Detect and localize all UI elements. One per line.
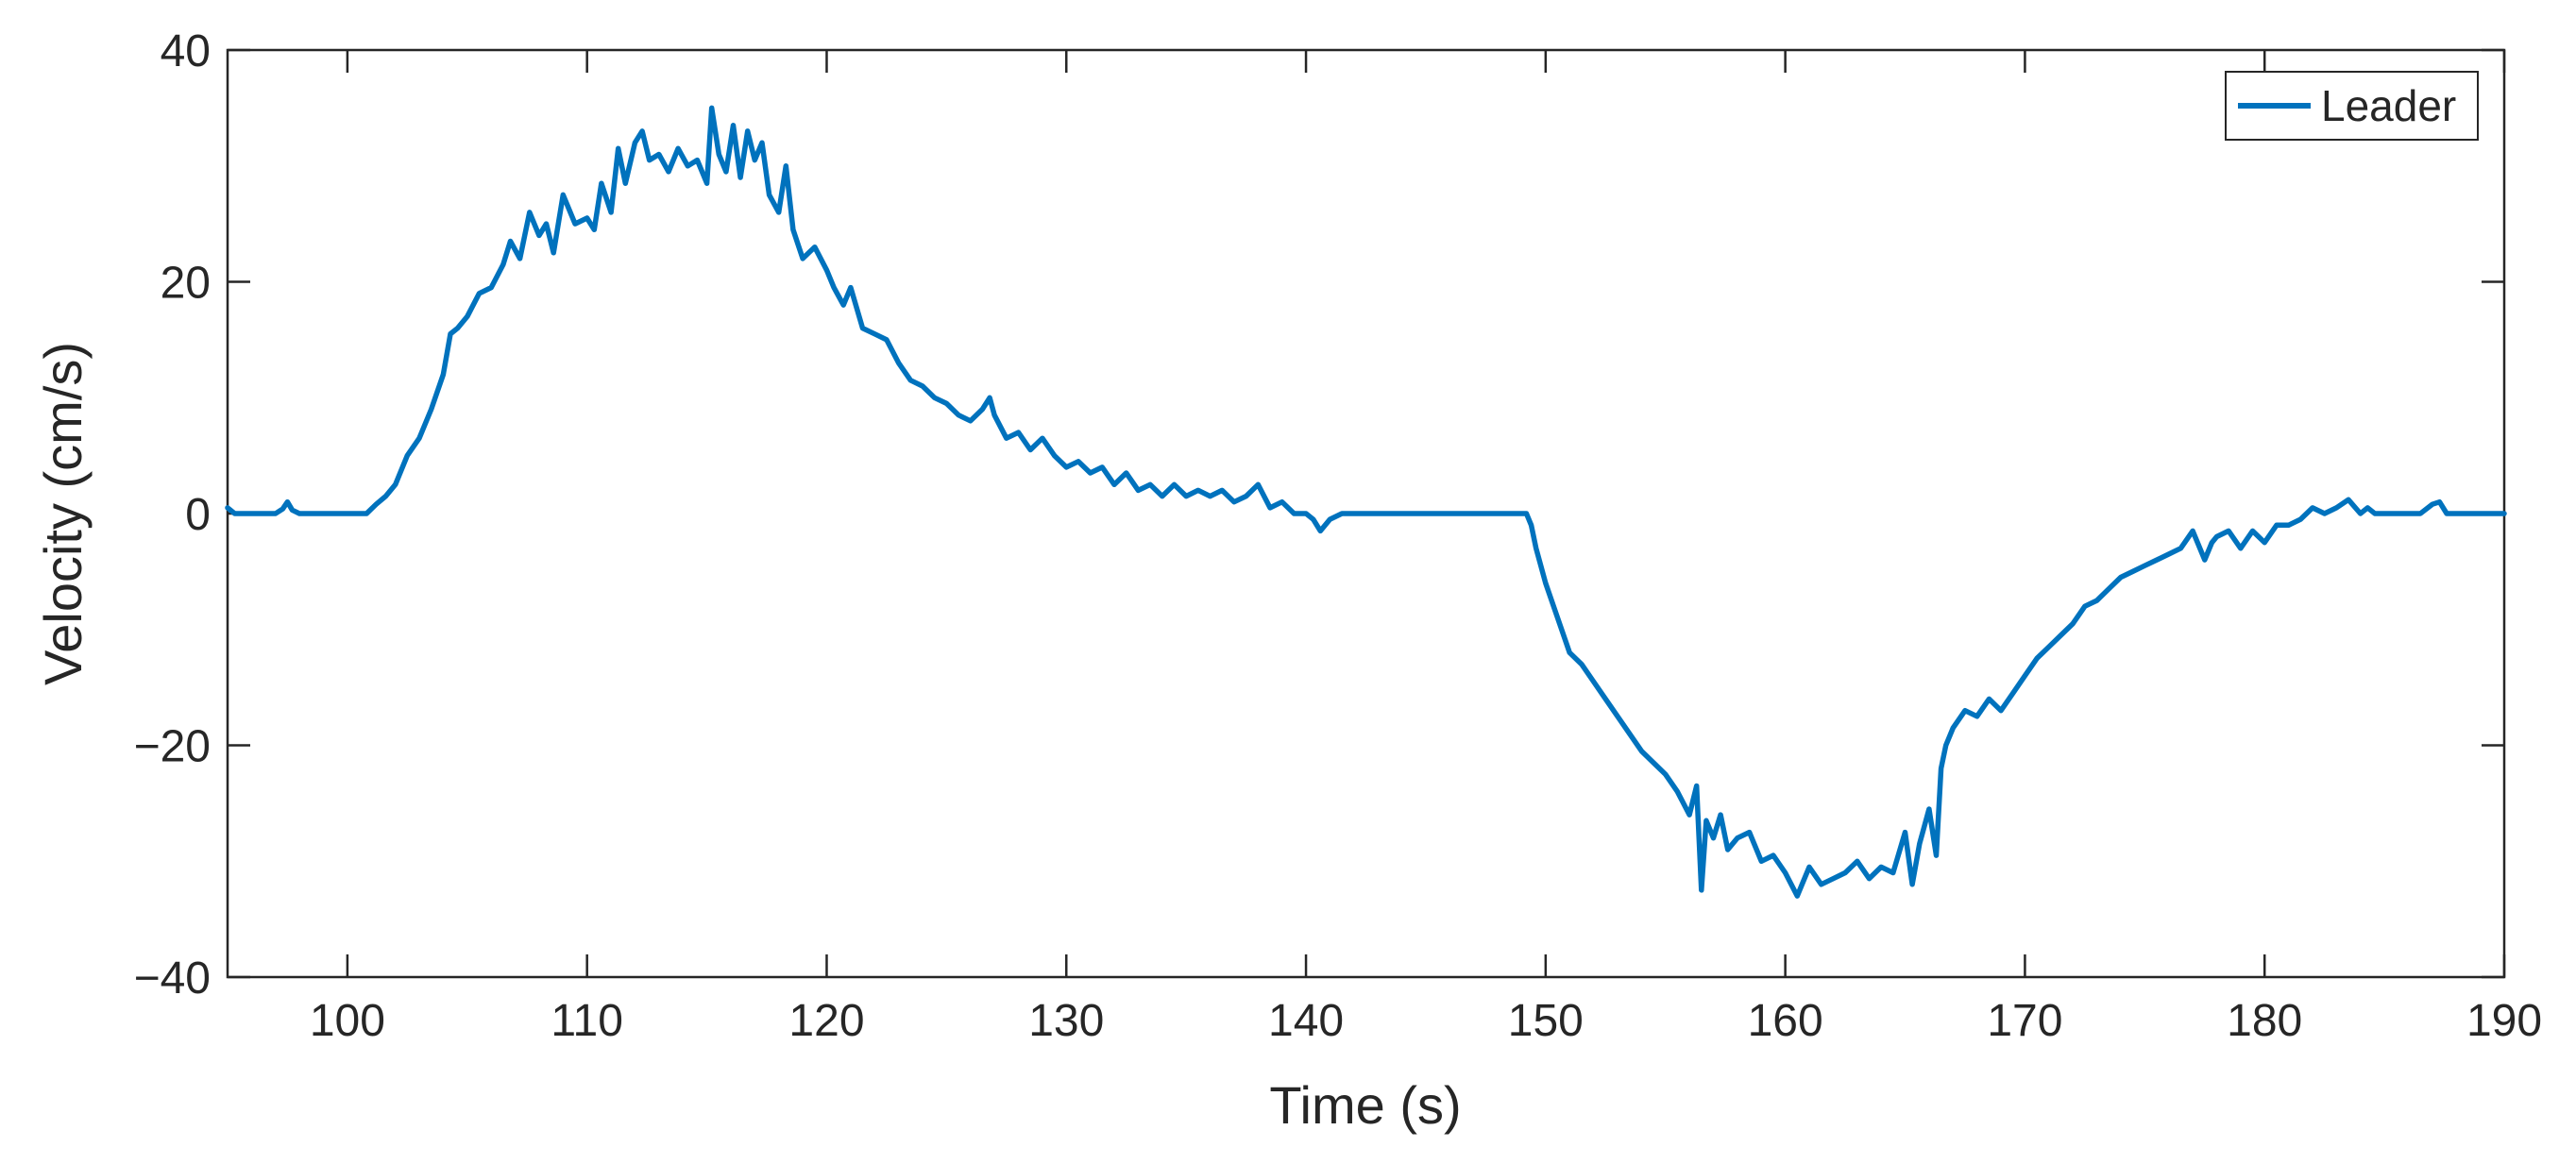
series-layer	[225, 105, 2507, 899]
x-tick-label: 120	[788, 996, 864, 1046]
legend: Leader	[2225, 71, 2479, 141]
y-tick-label: 40	[161, 26, 211, 76]
y-tick-label: 0	[185, 490, 211, 540]
series-line-leader	[225, 105, 2507, 899]
x-axis-label: Time (s)	[1269, 1075, 1461, 1135]
x-tick-label: 130	[1028, 996, 1104, 1046]
y-tick-label: −40	[134, 953, 211, 1004]
x-tick-label: 180	[2227, 996, 2302, 1046]
y-axis-label: Velocity (cm/s)	[33, 342, 93, 685]
x-axis-ticks: 100 110 120 130 140 150 160 170 180 190	[310, 50, 2542, 1046]
x-tick-label: 190	[2466, 996, 2542, 1046]
x-tick-label: 110	[551, 996, 623, 1046]
x-tick-label: 150	[1508, 996, 1584, 1046]
y-tick-label: 20	[161, 259, 211, 309]
x-tick-label: 140	[1268, 996, 1344, 1046]
plot-area: 100 110 120 130 140 150 160 170 180 190 −40 −20 0 20…	[134, 26, 2542, 1046]
x-tick-label: 100	[310, 996, 385, 1046]
y-axis-ticks: −40 −20 0 20 40	[134, 26, 2504, 1004]
y-tick-label: −20	[134, 722, 211, 772]
x-tick-label: 170	[1987, 996, 2062, 1046]
x-tick-label: 160	[1748, 996, 1823, 1046]
legend-label-leader: Leader	[2321, 81, 2456, 130]
